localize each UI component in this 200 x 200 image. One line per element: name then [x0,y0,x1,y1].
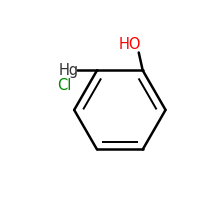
Text: Cl: Cl [57,78,71,93]
Text: Hg: Hg [58,63,78,78]
Text: HO: HO [119,37,141,52]
